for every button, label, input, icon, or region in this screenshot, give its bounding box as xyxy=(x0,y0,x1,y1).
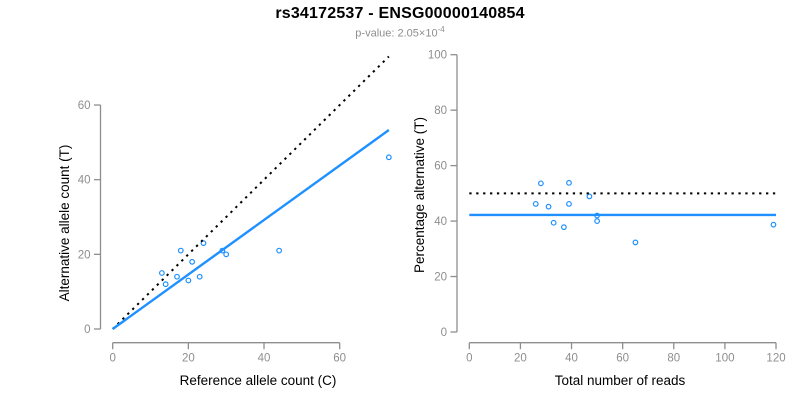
x-tick-label: 20 xyxy=(182,353,195,365)
y-tick-label: 0 xyxy=(84,324,90,336)
x-tick-label: 60 xyxy=(333,353,346,365)
y-axis-label: Percentage alternative (T) xyxy=(412,117,427,273)
panel-allele-counts: 0 20 40 60 0 20 40 60 Reference allele count (C)… xyxy=(57,55,392,388)
y-tick-label: 60 xyxy=(78,100,91,112)
p-value-exponent: -4 xyxy=(437,25,445,34)
figure-title: rs34172537 - ENSG00000140854 xyxy=(275,5,525,22)
data-point xyxy=(189,258,196,265)
x-tick-label: 40 xyxy=(258,353,271,365)
y-tick-label: 40 xyxy=(434,216,447,228)
data-point xyxy=(566,179,572,186)
data-point xyxy=(162,281,169,288)
data-point xyxy=(276,247,283,254)
data-point xyxy=(177,247,184,254)
data-point xyxy=(200,240,207,247)
x-tick-label: 100 xyxy=(715,353,734,365)
identity-line xyxy=(111,55,390,330)
data-point xyxy=(566,200,572,207)
data-point xyxy=(196,273,203,280)
p-value-subtitle: p-value: 2.05×10-4 xyxy=(0,25,800,40)
y-tick-label: 60 xyxy=(434,161,447,173)
x-tick-label: 60 xyxy=(616,353,629,365)
y-tick-label: 100 xyxy=(428,50,447,62)
data-point xyxy=(537,180,544,187)
data-point xyxy=(770,221,777,228)
x-tick-label: 0 xyxy=(109,353,115,365)
data-point xyxy=(560,224,567,231)
y-tick-label: 40 xyxy=(78,175,91,187)
panel-percentage-vs-coverage: 0 20 40 60 80 100 120 0 20 40 60 80 100 Total number … xyxy=(412,50,786,388)
data-point xyxy=(223,251,230,258)
data-point xyxy=(586,193,593,200)
fit-line xyxy=(111,129,390,330)
data-point xyxy=(185,277,192,284)
y-axis-label: Alternative allele count (T) xyxy=(57,145,72,302)
y-tick-label: 80 xyxy=(434,105,447,117)
y-tick-label: 20 xyxy=(78,249,91,261)
y-tick-label: 0 xyxy=(441,327,447,339)
data-point xyxy=(174,273,180,280)
data-point xyxy=(532,200,539,207)
x-tick-label: 40 xyxy=(565,353,578,365)
x-tick-label: 0 xyxy=(466,353,472,365)
x-axis-label: Total number of reads xyxy=(555,373,686,388)
y-tick-label: 20 xyxy=(434,272,447,284)
x-tick-label: 20 xyxy=(514,353,527,365)
data-point xyxy=(550,219,557,226)
x-axis-label: Reference allele count (C) xyxy=(180,373,337,388)
x-tick-label: 80 xyxy=(667,353,680,365)
data-point xyxy=(632,239,639,246)
data-point xyxy=(385,154,392,161)
data-point xyxy=(158,270,165,276)
x-tick-label: 120 xyxy=(766,353,785,365)
data-point xyxy=(594,218,600,224)
data-point xyxy=(545,203,552,210)
p-value-base: p-value: 2.05×10 xyxy=(355,27,438,40)
